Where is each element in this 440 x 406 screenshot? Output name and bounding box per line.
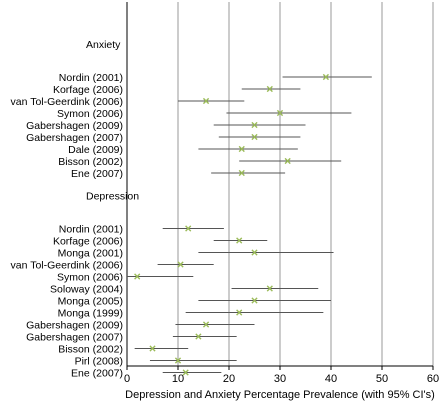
study-label: Dale (2009) [68, 144, 123, 156]
x-tick-label: 40 [325, 373, 337, 385]
grid-lines [177, 2, 434, 366]
estimate-marker [202, 97, 210, 105]
estimate-marker [134, 273, 141, 280]
x-tick-label: 60 [427, 373, 439, 385]
study-label: Ene (2007) [71, 368, 123, 380]
study-label: Gabershagen (2007) [26, 332, 123, 344]
study-label: Monga (2005) [58, 296, 123, 308]
x-tick-label: 20 [223, 373, 235, 385]
estimate-marker [202, 321, 210, 328]
study-label: Monga (1999) [58, 308, 123, 320]
estimate-marker [236, 237, 243, 244]
estimate-marker [251, 121, 258, 129]
study-label: Symon (2006) [57, 272, 123, 284]
estimate-marker [251, 249, 258, 256]
study-label: Nordin (2001) [59, 72, 123, 84]
estimate-marker [195, 333, 202, 340]
study-label: Bisson (2002) [58, 344, 123, 356]
study-label: Gabershagen (2009) [26, 320, 123, 332]
estimate-marker [236, 309, 243, 316]
estimate-marker [276, 109, 284, 117]
study-label: Korfage (2006) [53, 84, 123, 96]
estimate-marker [182, 369, 189, 376]
study-label: van Tol-Geerdink (2006) [11, 260, 123, 272]
estimate-marker [284, 157, 291, 165]
study-label: Gabershagen (2007) [26, 132, 123, 144]
estimate-marker [185, 225, 192, 232]
x-ticks: 0 10 20 30 40 50 60 [124, 366, 439, 385]
study-label: Ene (2007) [71, 168, 123, 180]
x-axis-title: Depression and Anxiety Percentage Preval… [125, 389, 435, 401]
estimate-marker [251, 133, 258, 141]
estimate-marker [322, 73, 329, 81]
study-label: van Tol-Geerdink (2006) [11, 96, 123, 108]
x-tick-label: 10 [172, 373, 184, 385]
estimate-marker [238, 169, 245, 177]
estimates [127, 73, 372, 376]
study-label: Pirl (2008) [75, 356, 123, 368]
estimate-marker [266, 285, 273, 292]
x-tick-label: 50 [376, 373, 388, 385]
x-tick-label: 0 [124, 373, 130, 385]
estimate-marker [251, 297, 258, 304]
estimate-marker [174, 357, 182, 364]
group-heading: Depression [86, 191, 139, 203]
estimate-marker [238, 145, 245, 153]
study-label: Symon (2006) [57, 108, 123, 120]
group-heading: Anxiety [86, 39, 121, 51]
estimate-marker [177, 261, 184, 268]
study-label: Soloway (2004) [50, 284, 123, 296]
study-label: Monga (2001) [58, 248, 123, 260]
estimate-marker [149, 345, 156, 352]
estimate-marker [266, 85, 273, 93]
study-label: Korfage (2006) [53, 236, 123, 248]
study-label: Bisson (2002) [58, 156, 123, 168]
study-label: Gabershagen (2009) [26, 120, 123, 132]
study-label: Nordin (2001) [59, 224, 123, 236]
x-tick-label: 30 [274, 373, 286, 385]
